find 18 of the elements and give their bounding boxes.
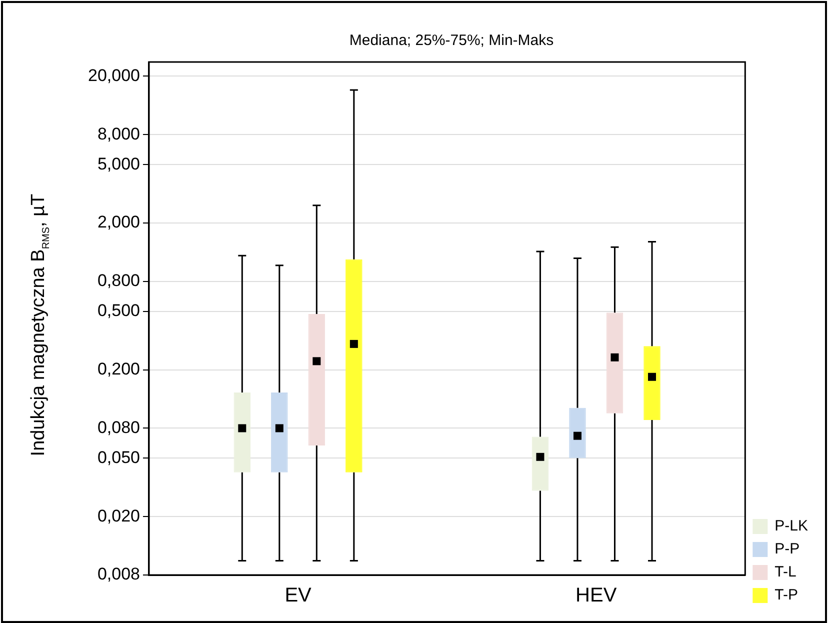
y-tick-label: 0,050 [97,448,140,467]
y-tick-label: 0,800 [97,271,140,290]
legend-label: T-L [774,564,796,581]
y-tick-label: 0,200 [97,359,140,378]
y-tick-label: 0,500 [97,301,140,320]
y-tick-label: 0,020 [97,506,140,526]
y-tick-label: 0,080 [97,418,140,437]
y-tick-label: 2,000 [97,212,140,232]
y-tick-label: 0,008 [97,564,140,584]
y-tick-label: 20,000 [88,66,140,85]
x-tick-label: HEV [576,584,618,607]
chart-title: Mediana; 25%-75%; Min-Maks [349,32,554,50]
legend-label: P-P [774,540,800,558]
legend-label: P-LK [774,518,808,535]
legend-label: T-P [774,586,798,604]
y-tick-label: 8,000 [97,124,140,144]
y-tick-label: 5,000 [97,154,140,174]
x-tick-label: EV [284,584,312,607]
